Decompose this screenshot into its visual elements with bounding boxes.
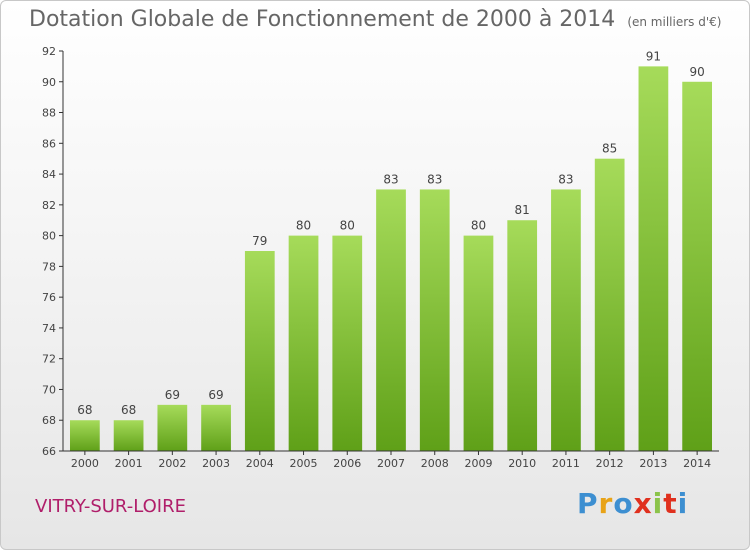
data-label-2005: 80 <box>296 219 311 233</box>
bar-2001 <box>113 420 144 451</box>
chart-unit: (en milliers d'€) <box>627 15 722 29</box>
y-tick-label-84: 84 <box>42 168 56 181</box>
x-tick-label-2003: 2003 <box>202 457 230 470</box>
chart-title: Dotation Globale de Fonctionnement de 20… <box>29 7 721 32</box>
y-tick-label-68: 68 <box>42 414 56 427</box>
bar-2004 <box>244 251 275 451</box>
y-tick-label-86: 86 <box>42 137 56 150</box>
data-label-2008: 83 <box>427 172 442 186</box>
logo-letter: o <box>613 487 634 520</box>
commune-name: VITRY-SUR-LOIRE <box>35 496 186 517</box>
bar-2012 <box>594 158 625 451</box>
x-tick-label-2013: 2013 <box>639 457 667 470</box>
bar-2009 <box>463 235 494 451</box>
y-tick-label-78: 78 <box>42 260 56 273</box>
data-label-2009: 80 <box>471 219 486 233</box>
x-tick-label-2012: 2012 <box>596 457 624 470</box>
data-label-2012: 85 <box>602 142 617 156</box>
x-tick-label-2011: 2011 <box>552 457 580 470</box>
y-tick-label-76: 76 <box>42 291 56 304</box>
data-label-2007: 83 <box>383 172 398 186</box>
y-tick-label-66: 66 <box>42 445 56 458</box>
x-tick-label-2004: 2004 <box>246 457 274 470</box>
data-label-2014: 90 <box>689 65 704 79</box>
y-tick-label-90: 90 <box>42 76 56 89</box>
bar-2014 <box>682 81 713 452</box>
y-tick-label-70: 70 <box>42 383 56 396</box>
chart-title-text: Dotation Globale de Fonctionnement de 20… <box>29 7 616 32</box>
x-tick-label-2010: 2010 <box>508 457 536 470</box>
y-tick-label-88: 88 <box>42 107 56 120</box>
bar-2007 <box>376 189 406 451</box>
x-tick-label-2006: 2006 <box>333 457 361 470</box>
bar-2003 <box>201 404 231 451</box>
x-tick-label-2002: 2002 <box>158 457 186 470</box>
bar-2000 <box>69 420 100 451</box>
bars-group: 68 68 69 69 79 80 80 83 83 80 81 83 85 91 90 <box>69 49 713 452</box>
bar-2008 <box>419 189 450 451</box>
y-tick-label-74: 74 <box>42 322 56 335</box>
proxiti-logo: Proxiti <box>577 487 688 520</box>
x-tick-label-2014: 2014 <box>683 457 711 470</box>
x-tick-label-2007: 2007 <box>377 457 405 470</box>
logo-letter: P <box>577 487 599 520</box>
logo-letter: i <box>652 487 664 520</box>
bar-2002 <box>157 404 188 451</box>
data-label-2011: 83 <box>558 172 573 186</box>
bar-2013 <box>638 66 669 451</box>
data-label-2004: 79 <box>252 234 267 248</box>
data-label-2002: 69 <box>165 388 180 402</box>
x-tick-label-2009: 2009 <box>464 457 492 470</box>
bar-2011 <box>551 189 581 451</box>
y-tick-label-72: 72 <box>42 353 56 366</box>
bar-2010 <box>507 220 538 451</box>
data-label-2010: 81 <box>515 203 530 217</box>
logo-letter: x <box>633 487 653 520</box>
logo-letter: t <box>663 487 678 520</box>
data-label-2003: 69 <box>208 388 223 402</box>
axes-group: 2000 2001 2002 2003 2004 2005 2006 2007 2008 2009… <box>42 45 719 470</box>
bar-2005 <box>288 235 319 451</box>
y-tick-label-92: 92 <box>42 45 56 58</box>
data-label-2013: 91 <box>646 49 661 63</box>
x-tick-label-2000: 2000 <box>71 457 99 470</box>
y-tick-label-80: 80 <box>42 230 56 243</box>
data-label-2006: 80 <box>340 219 355 233</box>
bar-2006 <box>332 235 363 451</box>
y-tick-label-82: 82 <box>42 199 56 212</box>
data-label-2000: 68 <box>77 403 92 417</box>
x-tick-label-2005: 2005 <box>290 457 318 470</box>
logo-letter: i <box>677 487 689 520</box>
x-tick-label-2008: 2008 <box>421 457 449 470</box>
logo-letter: r <box>598 487 614 520</box>
data-label-2001: 68 <box>121 403 136 417</box>
x-tick-label-2001: 2001 <box>115 457 143 470</box>
